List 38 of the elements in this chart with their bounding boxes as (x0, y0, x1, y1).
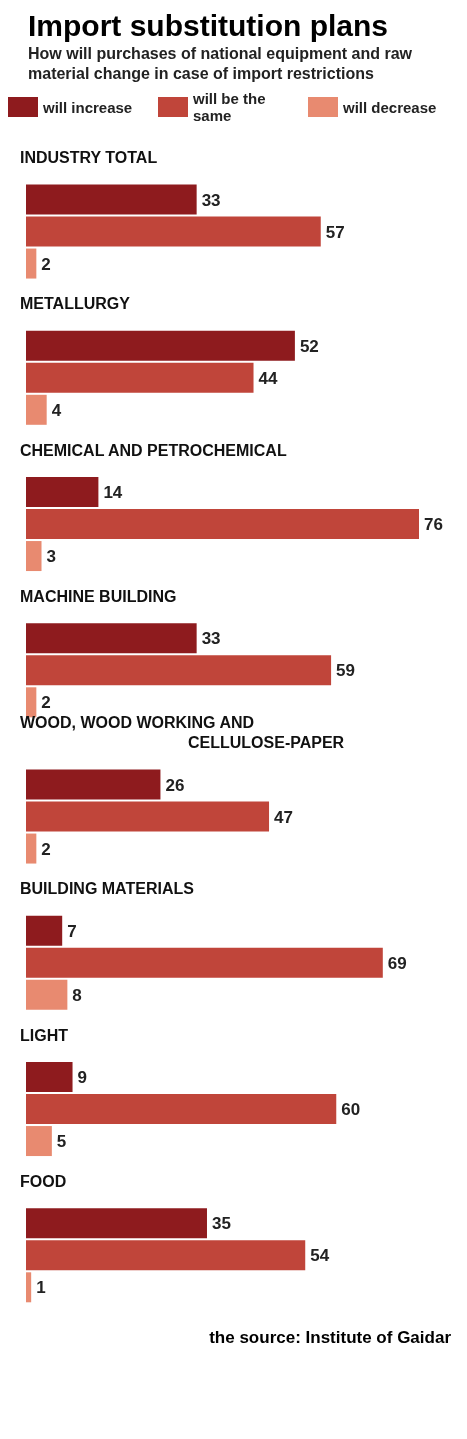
data-label: 5 (56, 1132, 67, 1152)
data-label: 2 (41, 693, 51, 713)
data-label: 60 (341, 1100, 361, 1120)
y-tick-label: INDUSTRY TOTAL (20, 149, 158, 167)
data-label: 8 (72, 985, 82, 1005)
y-tick-label: CHEMICAL AND PETROCHEMICAL (20, 441, 287, 459)
data-label: 7 (67, 921, 77, 941)
text: the source: Institute of Gaidar (208, 1328, 452, 1348)
data-label: 2 (41, 254, 51, 274)
data-label: 4 (51, 400, 62, 420)
data-label: 3 (46, 547, 56, 567)
chart-title: Import substitution plans (27, 8, 389, 44)
y-tick-label: WOOD, WOOD WORKING AND CELLULOSE-PAPER (20, 714, 345, 752)
legend-label: will decrease (343, 98, 437, 116)
data-label: 1 (36, 1278, 46, 1298)
data-label: 26 (165, 775, 185, 795)
y-tick-label: LIGHT (20, 1026, 69, 1044)
data-label: 33 (201, 190, 221, 210)
data-label: 44 (258, 368, 278, 388)
data-label: 69 (387, 953, 407, 973)
data-label: 59 (336, 661, 356, 681)
y-tick-label: BUILDING MATERIALS (20, 880, 195, 898)
data-label: 57 (325, 222, 345, 242)
data-label: 76 (424, 515, 443, 535)
data-label: 35 (211, 1214, 231, 1234)
legend-label: will be the same (193, 90, 267, 124)
y-tick-label: MACHINE BUILDING (20, 587, 177, 605)
data-label: 14 (103, 483, 123, 503)
data-label: 2 (41, 839, 51, 859)
chart-subtitle: How will purchases of national equipment and raw material change in case of import restrictions (27, 44, 414, 84)
data-label: 47 (274, 807, 293, 827)
data-label: 9 (77, 1068, 88, 1088)
y-tick-label: FOOD (20, 1172, 67, 1190)
data-label: 54 (310, 1246, 330, 1266)
legend-label: will increase (43, 98, 133, 116)
y-tick-label: METALLURGY (20, 295, 131, 313)
data-label: 52 (299, 336, 319, 356)
data-label: 33 (201, 629, 221, 649)
